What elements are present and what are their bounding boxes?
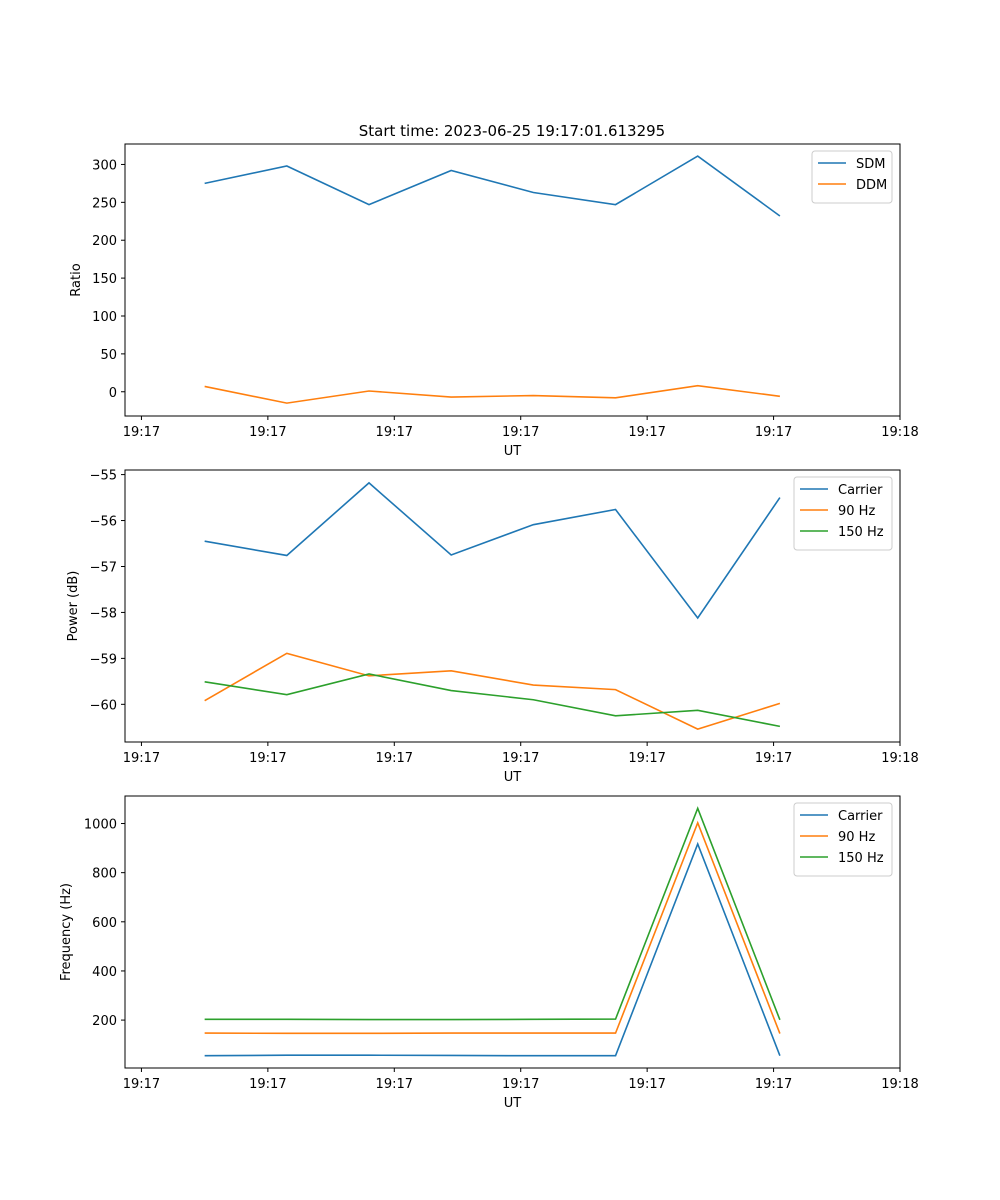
y-tick-label: 250 xyxy=(92,196,117,211)
series-line-sdm xyxy=(204,155,781,217)
legend: Carrier 90 Hz 150 Hz xyxy=(793,802,893,877)
x-tick-label: 19:17 xyxy=(755,751,792,766)
x-tick-label: 19:17 xyxy=(628,1077,665,1092)
y-tick-label: 400 xyxy=(92,965,117,980)
x-tick-label: 19:17 xyxy=(123,1077,160,1092)
y-tick-label: −58 xyxy=(90,606,117,621)
panel-3: 19:17 19:17 19:17 19:17 19:17 19:17 19:18 200 40… xyxy=(59,795,919,1111)
legend-label: 150 Hz xyxy=(838,851,884,866)
series-line-90-hz xyxy=(204,652,781,730)
series-line-90-hz xyxy=(204,820,781,1035)
x-tick-label: 19:17 xyxy=(123,425,160,440)
x-tick-label: 19:17 xyxy=(628,751,665,766)
y-tick-label: 800 xyxy=(92,867,117,882)
x-tick-label: 19:18 xyxy=(881,1077,918,1092)
x-axis-label: UT xyxy=(504,770,522,785)
axes-frame xyxy=(124,469,901,743)
legend-label: Carrier xyxy=(838,483,883,498)
x-axis-label: UT xyxy=(504,1096,522,1111)
legend-label: SDM xyxy=(856,157,885,172)
legend-label: DDM xyxy=(856,178,887,193)
x-tick-label: 19:17 xyxy=(502,425,539,440)
x-tick-label: 19:17 xyxy=(123,751,160,766)
y-tick-label: −55 xyxy=(90,469,117,484)
x-tick-label: 19:17 xyxy=(755,425,792,440)
x-tick-label: 19:18 xyxy=(881,425,918,440)
chart-title: Start time: 2023-06-25 19:17:01.613295 xyxy=(359,122,665,140)
series-line-150-hz xyxy=(204,806,781,1021)
legend: SDM DDM xyxy=(811,150,893,204)
y-tick-label: 200 xyxy=(92,1014,117,1029)
legend-label: 150 Hz xyxy=(838,525,884,540)
x-tick-label: 19:17 xyxy=(249,1077,286,1092)
y-tick-label: −56 xyxy=(90,515,117,530)
y-tick-label: 100 xyxy=(92,310,117,325)
y-axis-label: Power (dB) xyxy=(66,571,81,642)
y-axis-label: Frequency (Hz) xyxy=(59,883,74,981)
x-tick-label: 19:17 xyxy=(249,751,286,766)
y-tick-label: −59 xyxy=(90,652,117,667)
axes-frame xyxy=(124,143,901,417)
series-line-150-hz xyxy=(204,673,781,728)
axes-frame xyxy=(124,795,901,1069)
x-tick-label: 19:17 xyxy=(628,425,665,440)
series-line-carrier xyxy=(204,481,781,620)
series-line-carrier xyxy=(204,841,781,1057)
y-axis-label: Ratio xyxy=(69,263,84,296)
legend: Carrier 90 Hz 150 Hz xyxy=(793,476,893,551)
y-tick-label: 300 xyxy=(92,158,117,173)
legend-label: Carrier xyxy=(838,809,883,824)
legend-label: 90 Hz xyxy=(838,830,875,845)
y-tick-label: −57 xyxy=(90,560,117,575)
series-line-ddm xyxy=(204,384,780,404)
y-tick-label: 200 xyxy=(92,234,117,249)
x-tick-label: 19:17 xyxy=(502,1077,539,1092)
y-tick-label: −60 xyxy=(90,698,117,713)
x-tick-label: 19:17 xyxy=(376,1077,413,1092)
y-tick-label: 1000 xyxy=(84,818,117,833)
y-tick-label: 150 xyxy=(92,272,117,287)
x-tick-label: 19:18 xyxy=(881,751,918,766)
y-tick-label: 600 xyxy=(92,916,117,931)
panel-1: 19:17 19:17 19:17 19:17 19:17 19:17 19:18 0 50 10… xyxy=(69,143,919,459)
legend-box xyxy=(811,150,893,204)
x-tick-label: 19:17 xyxy=(376,425,413,440)
y-tick-label: 0 xyxy=(109,386,117,401)
x-tick-label: 19:17 xyxy=(502,751,539,766)
panel-2: 19:17 19:17 19:17 19:17 19:17 19:17 19:18 −60 −5… xyxy=(66,469,919,785)
x-axis-label: UT xyxy=(504,444,522,459)
legend-label: 90 Hz xyxy=(838,504,875,519)
x-tick-label: 19:17 xyxy=(376,751,413,766)
y-tick-label: 50 xyxy=(100,348,117,363)
x-tick-label: 19:17 xyxy=(249,425,286,440)
x-tick-label: 19:17 xyxy=(755,1077,792,1092)
